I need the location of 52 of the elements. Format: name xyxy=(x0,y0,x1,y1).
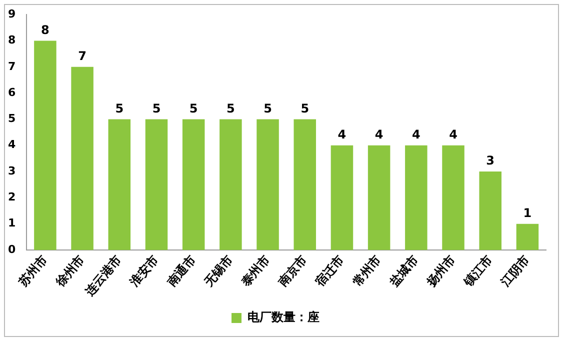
data-label: 1 xyxy=(523,206,532,220)
y-tick-label: 2 xyxy=(8,190,16,204)
x-tick-label: 常州市 xyxy=(350,252,384,290)
bar xyxy=(330,145,354,250)
data-label: 5 xyxy=(300,101,310,116)
bar xyxy=(108,119,131,250)
data-label: 4 xyxy=(412,127,420,142)
x-tick-label: 淮安市 xyxy=(126,252,162,290)
x-tick-label: 江阴市 xyxy=(498,252,532,290)
bar xyxy=(516,224,539,250)
data-label: 4 xyxy=(338,127,346,142)
y-tick-label: 1 xyxy=(8,216,16,230)
x-tick-label: 扬州市 xyxy=(423,252,458,290)
y-tick-label: 5 xyxy=(8,112,16,126)
bar xyxy=(294,119,316,250)
data-label: 4 xyxy=(374,127,384,142)
x-tick-label: 镇江市 xyxy=(460,252,496,290)
x-tick-label: 盐城市 xyxy=(386,252,421,290)
x-tick-label: 南京市 xyxy=(275,252,310,290)
data-label: 3 xyxy=(486,154,495,168)
data-label: 5 xyxy=(226,101,235,116)
y-tick-label: 4 xyxy=(8,138,16,152)
bar xyxy=(182,119,205,250)
x-tick-label: 苏州市 xyxy=(15,252,50,290)
y-tick-label: 7 xyxy=(8,60,16,73)
bar xyxy=(405,145,428,250)
data-label: 5 xyxy=(189,101,198,116)
bar xyxy=(256,119,279,250)
data-label: 5 xyxy=(152,101,161,116)
bar xyxy=(220,119,242,250)
bar xyxy=(479,172,502,250)
y-tick-label: 8 xyxy=(8,34,16,47)
x-tick-label: 泰州市 xyxy=(238,252,272,290)
x-tick-label: 南通市 xyxy=(164,252,198,290)
y-tick-label: 9 xyxy=(8,7,16,20)
data-label: 5 xyxy=(264,101,272,116)
data-label: 7 xyxy=(78,49,86,64)
y-tick-label: 3 xyxy=(8,164,16,178)
bar xyxy=(145,119,168,250)
data-label: 4 xyxy=(449,127,458,142)
bar xyxy=(71,66,94,250)
bar xyxy=(368,145,390,250)
bar xyxy=(34,40,56,250)
y-tick-label: 6 xyxy=(8,86,16,99)
x-tick-label: 宿迁市 xyxy=(312,252,347,290)
data-label: 5 xyxy=(115,101,124,116)
x-tick-label: 徐州市 xyxy=(52,252,87,290)
x-tick-label: 无锡市 xyxy=(200,252,236,290)
data-label: 8 xyxy=(41,22,50,37)
y-tick-label: 0 xyxy=(8,242,16,256)
legend-label: 电厂数量：座 xyxy=(248,310,320,324)
bar xyxy=(442,145,464,250)
